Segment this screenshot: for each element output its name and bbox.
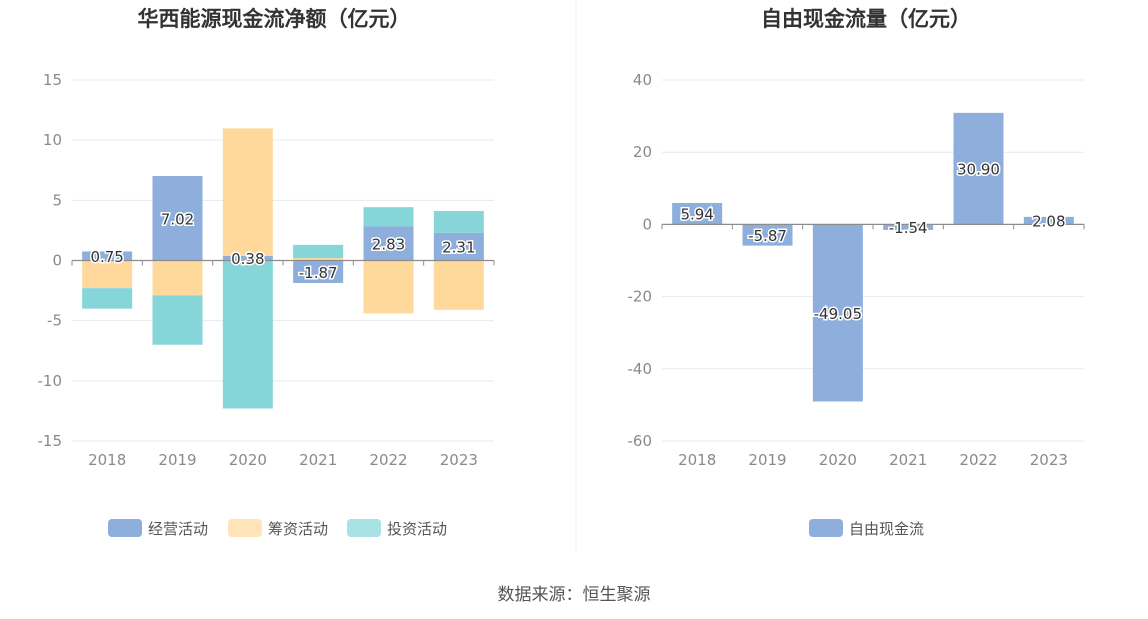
bar-经营活动-2018 [82, 251, 133, 261]
x-tick-label: 2023 [440, 451, 478, 469]
x-tick-label: 2022 [369, 451, 407, 469]
bar-自由现金流-2020 [812, 224, 863, 402]
legend-swatch-自由现金流 [809, 519, 843, 537]
y-tick-label: -5 [47, 312, 62, 330]
data-label: -5.87 [748, 227, 787, 245]
x-tick-label: 2019 [158, 451, 196, 469]
bar-自由现金流-2019 [742, 224, 793, 246]
x-tick-label: 2020 [819, 451, 857, 469]
bar-经营活动-2019 [152, 176, 203, 261]
data-label: 5.94 [680, 206, 713, 224]
bar-投资活动-2022 [363, 207, 414, 227]
y-tick-label: 0 [52, 252, 62, 270]
y-tick-label: -10 [38, 372, 63, 390]
bar-自由现金流-2018 [672, 202, 723, 225]
bar-自由现金流-2021 [883, 224, 934, 230]
bar-经营活动-2022 [363, 226, 414, 261]
x-tick-label: 2020 [229, 451, 267, 469]
bar-筹资活动-2023 [433, 260, 484, 310]
data-label: -49.05 [814, 305, 862, 323]
bar-投资活动-2023 [433, 211, 484, 233]
data-label: -1.87 [299, 264, 338, 282]
data-label: -1.54 [889, 219, 928, 237]
x-tick-label: 2018 [678, 451, 716, 469]
y-tick-label: -40 [628, 360, 653, 378]
free-cash-flow-chart: 自由现金流量（亿元） 40 20 0 -20 -40 -60 2018 2019 2020 2021… [628, 7, 1085, 538]
bar-投资活动-2021 [293, 244, 344, 259]
cash-flow-net-chart: 华西能源现金流净额（亿元） 15 10 5 0 -5 -10 -15 2018 2019 2020 2… [38, 7, 495, 538]
x-tick-label: 2021 [889, 451, 927, 469]
y-tick-label: 20 [633, 143, 652, 161]
data-label: 0.38 [231, 250, 264, 268]
legend-label: 筹资活动 [268, 520, 328, 538]
legend-swatch-筹资活动 [228, 519, 262, 537]
bar-筹资活动-2022 [363, 260, 414, 314]
y-tick-label: 10 [43, 131, 62, 149]
data-label: 30.90 [957, 161, 1000, 179]
legend-label: 自由现金流 [849, 520, 924, 538]
y-tick-label: 5 [52, 191, 62, 209]
x-tick-label: 2019 [748, 451, 786, 469]
data-label: 2.31 [442, 239, 475, 257]
y-tick-label: -15 [38, 432, 63, 450]
bar-自由现金流-2023 [1023, 216, 1074, 225]
chart-title: 自由现金流量（亿元） [761, 7, 971, 31]
bar-筹资活动-2021 [293, 258, 344, 261]
data-source-note: 数据来源：恒生聚源 [497, 585, 651, 605]
x-tick-label: 2022 [959, 451, 997, 469]
y-tick-label: 0 [642, 215, 652, 233]
bar-筹资活动-2020 [222, 128, 273, 256]
data-label: 0.75 [90, 248, 123, 266]
data-label: 2.83 [372, 235, 405, 253]
y-tick-label: 40 [633, 71, 652, 89]
bar-筹资活动-2019 [152, 260, 203, 296]
bar-投资活动-2018 [82, 288, 133, 309]
bar-筹资活动-2018 [82, 260, 133, 289]
y-tick-label: -60 [628, 432, 653, 450]
legend-swatch-投资活动 [347, 519, 381, 537]
bar-经营活动-2023 [433, 232, 484, 261]
bar-投资活动-2019 [152, 295, 203, 345]
y-tick-label: -20 [628, 288, 653, 306]
x-tick-label: 2023 [1030, 451, 1068, 469]
chart-title: 华西能源现金流净额（亿元） [138, 7, 411, 31]
bar-投资活动-2020 [222, 260, 273, 409]
y-tick-label: 15 [43, 71, 62, 89]
bar-经营活动-2020 [222, 255, 273, 261]
x-tick-label: 2018 [88, 451, 126, 469]
data-label: 7.02 [161, 210, 194, 228]
legend-swatch-经营活动 [108, 519, 142, 537]
bar-自由现金流-2022 [953, 112, 1004, 225]
x-tick-label: 2021 [299, 451, 337, 469]
bar-经营活动-2021 [293, 260, 344, 284]
legend-label: 投资活动 [387, 520, 447, 538]
legend-label: 经营活动 [148, 520, 208, 538]
data-label: 2.08 [1032, 213, 1065, 231]
